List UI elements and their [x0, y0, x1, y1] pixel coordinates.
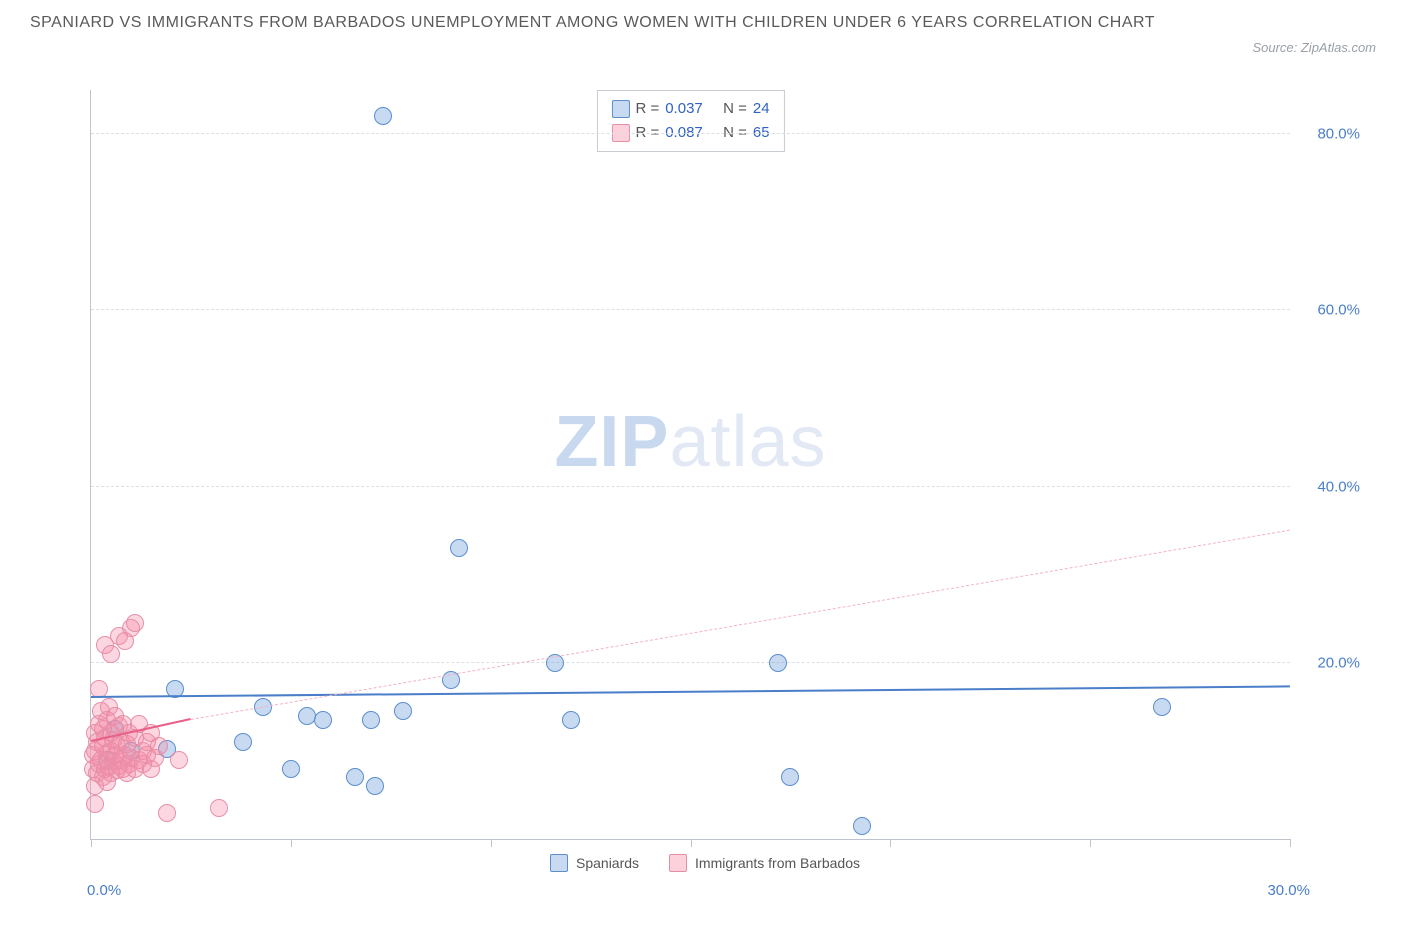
trend-line [91, 685, 1290, 698]
data-point [150, 737, 168, 755]
watermark-atlas: atlas [669, 402, 826, 482]
data-point [853, 817, 871, 835]
data-point [102, 645, 120, 663]
x-axis-tick [890, 839, 891, 847]
swatch-pink-icon [669, 854, 687, 872]
x-axis-tick [91, 839, 92, 847]
data-point [1153, 698, 1171, 716]
watermark-zip: ZIP [554, 402, 669, 482]
data-point [346, 768, 364, 786]
legend-item-blue: Spaniards [550, 854, 639, 872]
stats-box: R = 0.037 N = 24 R = 0.087 N = 65 [596, 90, 784, 152]
data-point [234, 733, 252, 751]
data-point [374, 107, 392, 125]
data-point [170, 751, 188, 769]
x-axis-tick [491, 839, 492, 847]
swatch-blue-icon [550, 854, 568, 872]
chart-container: Unemployment Among Women with Children U… [30, 80, 1380, 900]
gridline [91, 662, 1290, 663]
legend-label: Immigrants from Barbados [695, 855, 860, 871]
data-point [362, 711, 380, 729]
legend-item-pink: Immigrants from Barbados [669, 854, 860, 872]
stats-row-blue: R = 0.037 N = 24 [611, 97, 769, 121]
data-point [781, 768, 799, 786]
data-point [126, 614, 144, 632]
data-point [562, 711, 580, 729]
data-point [394, 702, 412, 720]
source-attribution: Source: ZipAtlas.com [1252, 40, 1376, 55]
x-axis-tick [691, 839, 692, 847]
stat-n-label: N = [723, 97, 747, 121]
data-point [314, 711, 332, 729]
gridline [91, 133, 1290, 134]
y-axis-tick-label: 20.0% [1317, 654, 1360, 671]
data-point [158, 804, 176, 822]
x-axis-tick [1290, 839, 1291, 847]
y-axis-tick-label: 80.0% [1317, 126, 1360, 143]
x-axis-tick [1090, 839, 1091, 847]
data-point [769, 654, 787, 672]
plot-area: ZIPatlas R = 0.037 N = 24 R = 0.087 N = [90, 90, 1290, 840]
y-axis-tick-label: 60.0% [1317, 302, 1360, 319]
header: SPANIARD VS IMMIGRANTS FROM BARBADOS UNE… [0, 0, 1406, 36]
stat-r-label: R = [635, 97, 659, 121]
data-point [450, 539, 468, 557]
data-point [210, 799, 228, 817]
chart-title: SPANIARD VS IMMIGRANTS FROM BARBADOS UNE… [30, 10, 1376, 36]
swatch-blue-icon [611, 100, 629, 118]
x-axis-tick [291, 839, 292, 847]
stat-r-value: 0.037 [665, 97, 703, 121]
data-point [282, 760, 300, 778]
watermark: ZIPatlas [554, 401, 826, 483]
page-root: SPANIARD VS IMMIGRANTS FROM BARBADOS UNE… [0, 0, 1406, 930]
data-point [366, 777, 384, 795]
gridline [91, 486, 1290, 487]
legend-label: Spaniards [576, 855, 639, 871]
legend: Spaniards Immigrants from Barbados [550, 854, 860, 872]
y-axis-tick-label: 40.0% [1317, 478, 1360, 495]
x-axis-min-label: 0.0% [87, 882, 121, 899]
gridline [91, 309, 1290, 310]
x-axis-max-label: 30.0% [1267, 882, 1310, 899]
stat-n-value: 24 [753, 97, 770, 121]
data-point [86, 795, 104, 813]
